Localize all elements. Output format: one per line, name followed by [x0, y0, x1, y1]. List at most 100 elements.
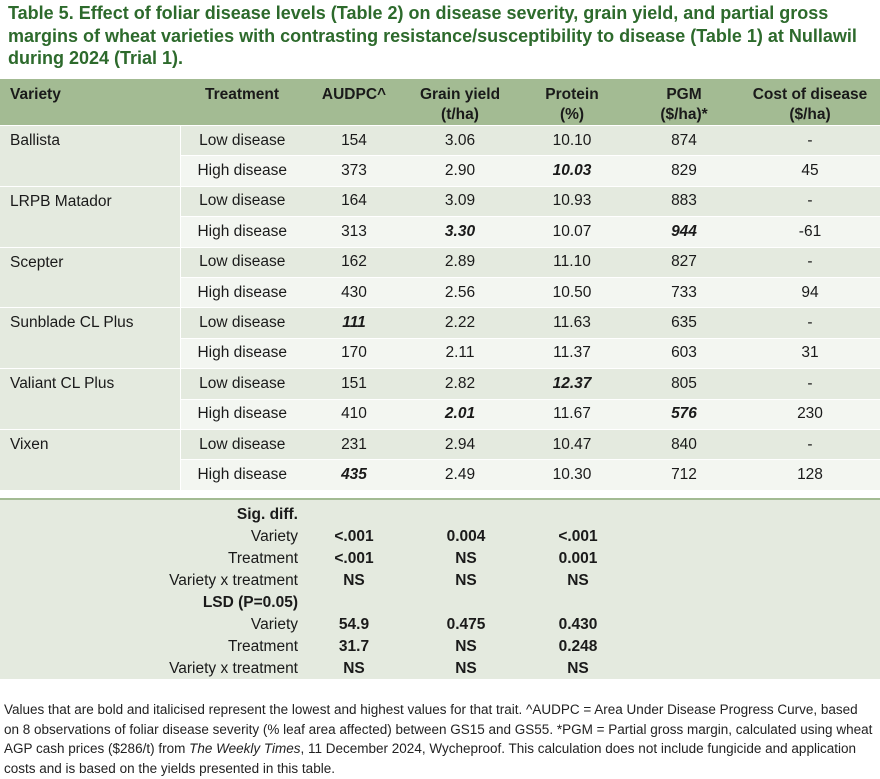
header-audpc: AUDPC^: [304, 79, 404, 126]
header-row: Variety Treatment AUDPC^ Grain yield (t/h…: [0, 79, 880, 126]
sig-diff-heading: Sig. diff.: [236, 506, 298, 523]
variety-cell: LRPB Matador: [0, 186, 181, 248]
audpc-cell: 111: [304, 307, 404, 339]
header-grain-yield: Grain yield (t/ha): [404, 79, 516, 126]
pgm-cell: 576: [628, 399, 740, 430]
lsd-heading-row: LSD (P=0.05): [0, 592, 880, 614]
pgm-cell: 635: [628, 307, 740, 339]
variety-cell: Ballista: [0, 125, 181, 187]
variety-cell: Sunblade CL Plus: [0, 307, 181, 370]
pgm-cell: 874: [628, 125, 740, 157]
treatment-cell: High disease: [180, 338, 304, 370]
pgm-cell: 840: [628, 429, 740, 461]
stats-audpc: NS: [343, 572, 365, 589]
treatment-cell: High disease: [180, 399, 304, 430]
audpc-cell: 430: [304, 277, 404, 309]
stats-audpc: 54.9: [338, 616, 370, 633]
stats-protein: NS: [567, 572, 589, 589]
protein-cell: 10.30: [516, 459, 628, 491]
audpc-cell: 170: [304, 338, 404, 370]
stats-audpc: <.001: [334, 550, 374, 567]
cost-cell: 230: [740, 399, 880, 430]
table-row: High disease 435 2.49 10.30 712 128: [0, 459, 880, 491]
protein-cell: 11.67: [516, 399, 628, 430]
protein-cell: 11.63: [516, 307, 628, 339]
cost-cell: -: [740, 429, 880, 461]
cost-cell: 128: [740, 459, 880, 491]
footnote-text-end: , 11 December 2024, Wycheproof. This cal…: [4, 741, 856, 776]
stats-audpc: NS: [343, 660, 365, 677]
header-protein: Protein (%): [516, 79, 628, 126]
audpc-cell: 154: [304, 125, 404, 157]
audpc-cell: 313: [304, 216, 404, 248]
cost-cell: -: [740, 368, 880, 400]
protein-cell: 10.03: [516, 155, 628, 187]
cost-cell: 94: [740, 277, 880, 309]
header-variety: Variety: [0, 79, 180, 126]
yield-cell: 2.11: [404, 338, 516, 370]
stats-yield: 0.475: [446, 616, 486, 633]
table-row: Ballista Low disease 154 3.06 10.10 874 …: [0, 125, 880, 187]
protein-cell: 10.07: [516, 216, 628, 248]
pgm-cell: 829: [628, 155, 740, 187]
yield-cell: 3.09: [404, 186, 516, 218]
table-row: High disease 430 2.56 10.50 733 94: [0, 277, 880, 309]
cost-cell: -: [740, 247, 880, 278]
statistics-panel: Sig. diff. Variety <.001 0.004 <.001 Tre…: [0, 498, 880, 679]
stats-yield: NS: [455, 660, 477, 677]
treatment-cell: Low disease: [180, 247, 304, 278]
table-row: Vixen Low disease 231 2.94 10.47 840 -: [0, 429, 880, 491]
stats-label: Variety: [250, 616, 298, 633]
stats-label: Variety x treatment: [169, 660, 298, 677]
stats-protein: NS: [567, 660, 589, 677]
protein-cell: 10.47: [516, 429, 628, 461]
table-row: High disease 410 2.01 11.67 576 230: [0, 399, 880, 430]
yield-cell: 2.89: [404, 247, 516, 278]
stats-yield: NS: [455, 550, 477, 567]
audpc-cell: 164: [304, 186, 404, 218]
yield-cell: 3.06: [404, 125, 516, 157]
pgm-cell: 944: [628, 216, 740, 248]
stats-audpc: 31.7: [338, 638, 370, 655]
pgm-cell: 712: [628, 459, 740, 491]
results-table: Variety Treatment AUDPC^ Grain yield (t/h…: [0, 79, 880, 491]
stats-protein: 0.248: [558, 638, 598, 655]
table-row: LRPB Matador Low disease 164 3.09 10.93 …: [0, 186, 880, 248]
cost-cell: 45: [740, 155, 880, 187]
stats-yield: 0.004: [446, 528, 486, 545]
treatment-cell: Low disease: [180, 307, 304, 339]
table-row: Valiant CL Plus Low disease 151 2.82 12.…: [0, 368, 880, 430]
treatment-cell: High disease: [180, 459, 304, 491]
cost-cell: -: [740, 125, 880, 157]
yield-cell: 2.82: [404, 368, 516, 400]
treatment-cell: High disease: [180, 216, 304, 248]
stats-label: Variety x treatment: [169, 572, 298, 589]
treatment-cell: High disease: [180, 277, 304, 309]
treatment-cell: Low disease: [180, 125, 304, 157]
pgm-cell: 805: [628, 368, 740, 400]
stats-yield: NS: [455, 572, 477, 589]
stats-row: Variety x treatment NS NS NS: [0, 658, 880, 680]
yield-cell: 2.94: [404, 429, 516, 461]
stats-row: Variety <.001 0.004 <.001: [0, 526, 880, 548]
pgm-cell: 827: [628, 247, 740, 278]
yield-cell: 3.30: [404, 216, 516, 248]
table-row: Sunblade CL Plus Low disease 111 2.22 11…: [0, 307, 880, 370]
table-row: Scepter Low disease 162 2.89 11.10 827 -: [0, 247, 880, 309]
audpc-cell: 162: [304, 247, 404, 278]
table-footnote: Values that are bold and italicised repr…: [4, 700, 876, 778]
yield-cell: 2.49: [404, 459, 516, 491]
table-row: High disease 170 2.11 11.37 603 31: [0, 338, 880, 370]
stats-row: Treatment <.001 NS 0.001: [0, 548, 880, 570]
footnote-source: The Weekly Times: [189, 741, 301, 756]
pgm-cell: 883: [628, 186, 740, 218]
table-row: High disease 313 3.30 10.07 944 -61: [0, 216, 880, 248]
cost-cell: -: [740, 186, 880, 218]
header-treatment: Treatment: [180, 79, 304, 126]
treatment-cell: Low disease: [180, 368, 304, 400]
header-cost-of-disease: Cost of disease ($/ha): [740, 79, 880, 126]
table-title: Table 5. Effect of foliar disease levels…: [8, 3, 857, 68]
stats-label: Treatment: [227, 638, 298, 655]
variety-cell: Scepter: [0, 247, 181, 309]
audpc-cell: 151: [304, 368, 404, 400]
